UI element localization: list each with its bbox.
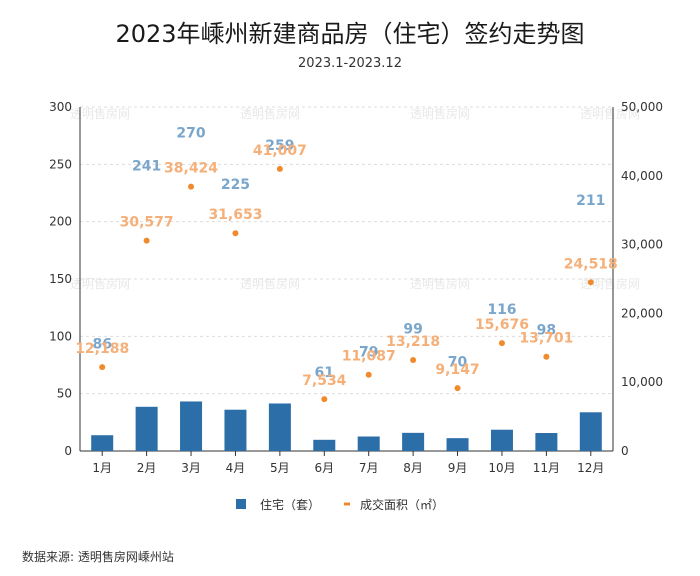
bar-value-label: 116 [487,302,516,318]
x-tick-label: 7月 [359,461,379,475]
bar [268,403,291,451]
bar [91,435,114,451]
line-point [232,230,239,237]
bar-value-label: 225 [221,177,250,193]
line-point [498,340,505,347]
line-point [543,353,550,360]
watermark-text: 透明售房网 [410,276,470,291]
bar [579,412,602,451]
legend-swatch-bar [236,499,246,509]
x-tick-label: 10月 [488,461,515,475]
line-point [587,279,594,286]
bar [135,406,158,451]
line-value-label: 13,218 [386,334,440,350]
x-tick-label: 8月 [403,461,423,475]
bar-value-label: 211 [576,193,605,209]
line-point [276,165,283,172]
bar [313,439,336,451]
line-point [454,385,461,392]
y-right-tick-label: 10,000 [621,375,663,389]
watermark-text: 透明售房网 [580,276,640,291]
bar-value-label: 70 [448,355,468,371]
bar-value-label: 270 [176,125,205,141]
line-point [410,357,417,364]
watermark-text: 透明售房网 [70,106,130,121]
line-value-label: 7,534 [302,373,347,389]
data-source: 数据来源: 透明售房网嵊州站 [22,550,174,564]
line-point [99,364,106,371]
bar-value-label: 99 [403,321,422,337]
bar [535,433,558,451]
y-right-tick-label: 0 [621,444,629,458]
x-tick-label: 2月 [137,461,157,475]
y-left-tick-label: 150 [49,272,72,286]
line-value-label: 12,188 [75,341,129,357]
y-left-tick-label: 50 [57,387,72,401]
line-value-label: 9,147 [435,362,479,378]
y-right-tick-label: 20,000 [621,306,663,320]
bar-value-label: 86 [92,336,111,352]
x-tick-label: 6月 [314,461,334,475]
watermark-text: 透明售房网 [70,276,130,291]
x-tick-label: 11月 [533,461,560,475]
bar-value-label: 61 [315,365,334,381]
y-left-tick-label: 250 [49,157,72,171]
line-value-label: 31,653 [208,207,262,223]
bar [180,401,203,451]
line-value-label: 11,087 [342,349,396,365]
line-point [321,396,328,403]
y-right-tick-label: 30,000 [621,238,663,252]
bar-value-label: 259 [265,138,294,154]
bar [402,432,425,451]
y-left-tick-label: 200 [49,215,72,229]
bar [490,429,513,451]
watermark-text: 透明售房网 [410,106,470,121]
legend-label-line: 成交面积（㎡） [360,497,444,512]
line-value-label: 13,701 [519,331,573,347]
chart-title: 2023年嵊州新建商品房（住宅）签约走势图 [115,20,585,48]
bar [446,438,469,451]
x-tick-label: 1月 [92,461,112,475]
line-point [143,237,150,244]
line-value-label: 15,676 [475,317,529,333]
x-tick-label: 4月 [226,461,246,475]
y-left-tick-label: 0 [64,444,72,458]
x-tick-label: 5月 [270,461,290,475]
bar [357,436,380,451]
line-value-label: 38,424 [164,161,218,177]
x-tick-label: 12月 [577,461,604,475]
chart-subtitle: 2023.1-2023.12 [298,56,402,71]
bar-value-label: 79 [359,344,378,360]
line-value-label: 41,007 [253,143,307,159]
y-left-tick-label: 100 [49,329,72,343]
line-point [365,371,372,378]
bar-value-label: 98 [537,323,556,339]
x-tick-label: 9月 [448,461,468,475]
watermark-text: 透明售房网 [580,106,640,121]
watermark-text: 透明售房网 [240,106,300,121]
legend-label-bar: 住宅（套） [260,497,320,512]
watermark-text: 透明售房网 [240,276,300,291]
x-tick-label: 3月 [181,461,201,475]
y-right-tick-label: 40,000 [621,169,663,183]
line-value-label: 30,577 [120,215,174,231]
y-right-tick-label: 50,000 [621,100,663,114]
y-left-tick-label: 300 [49,100,72,114]
bar-value-label: 241 [132,159,161,175]
bar [224,409,247,451]
line-point [188,183,195,190]
line-value-label: 24,518 [564,256,618,272]
